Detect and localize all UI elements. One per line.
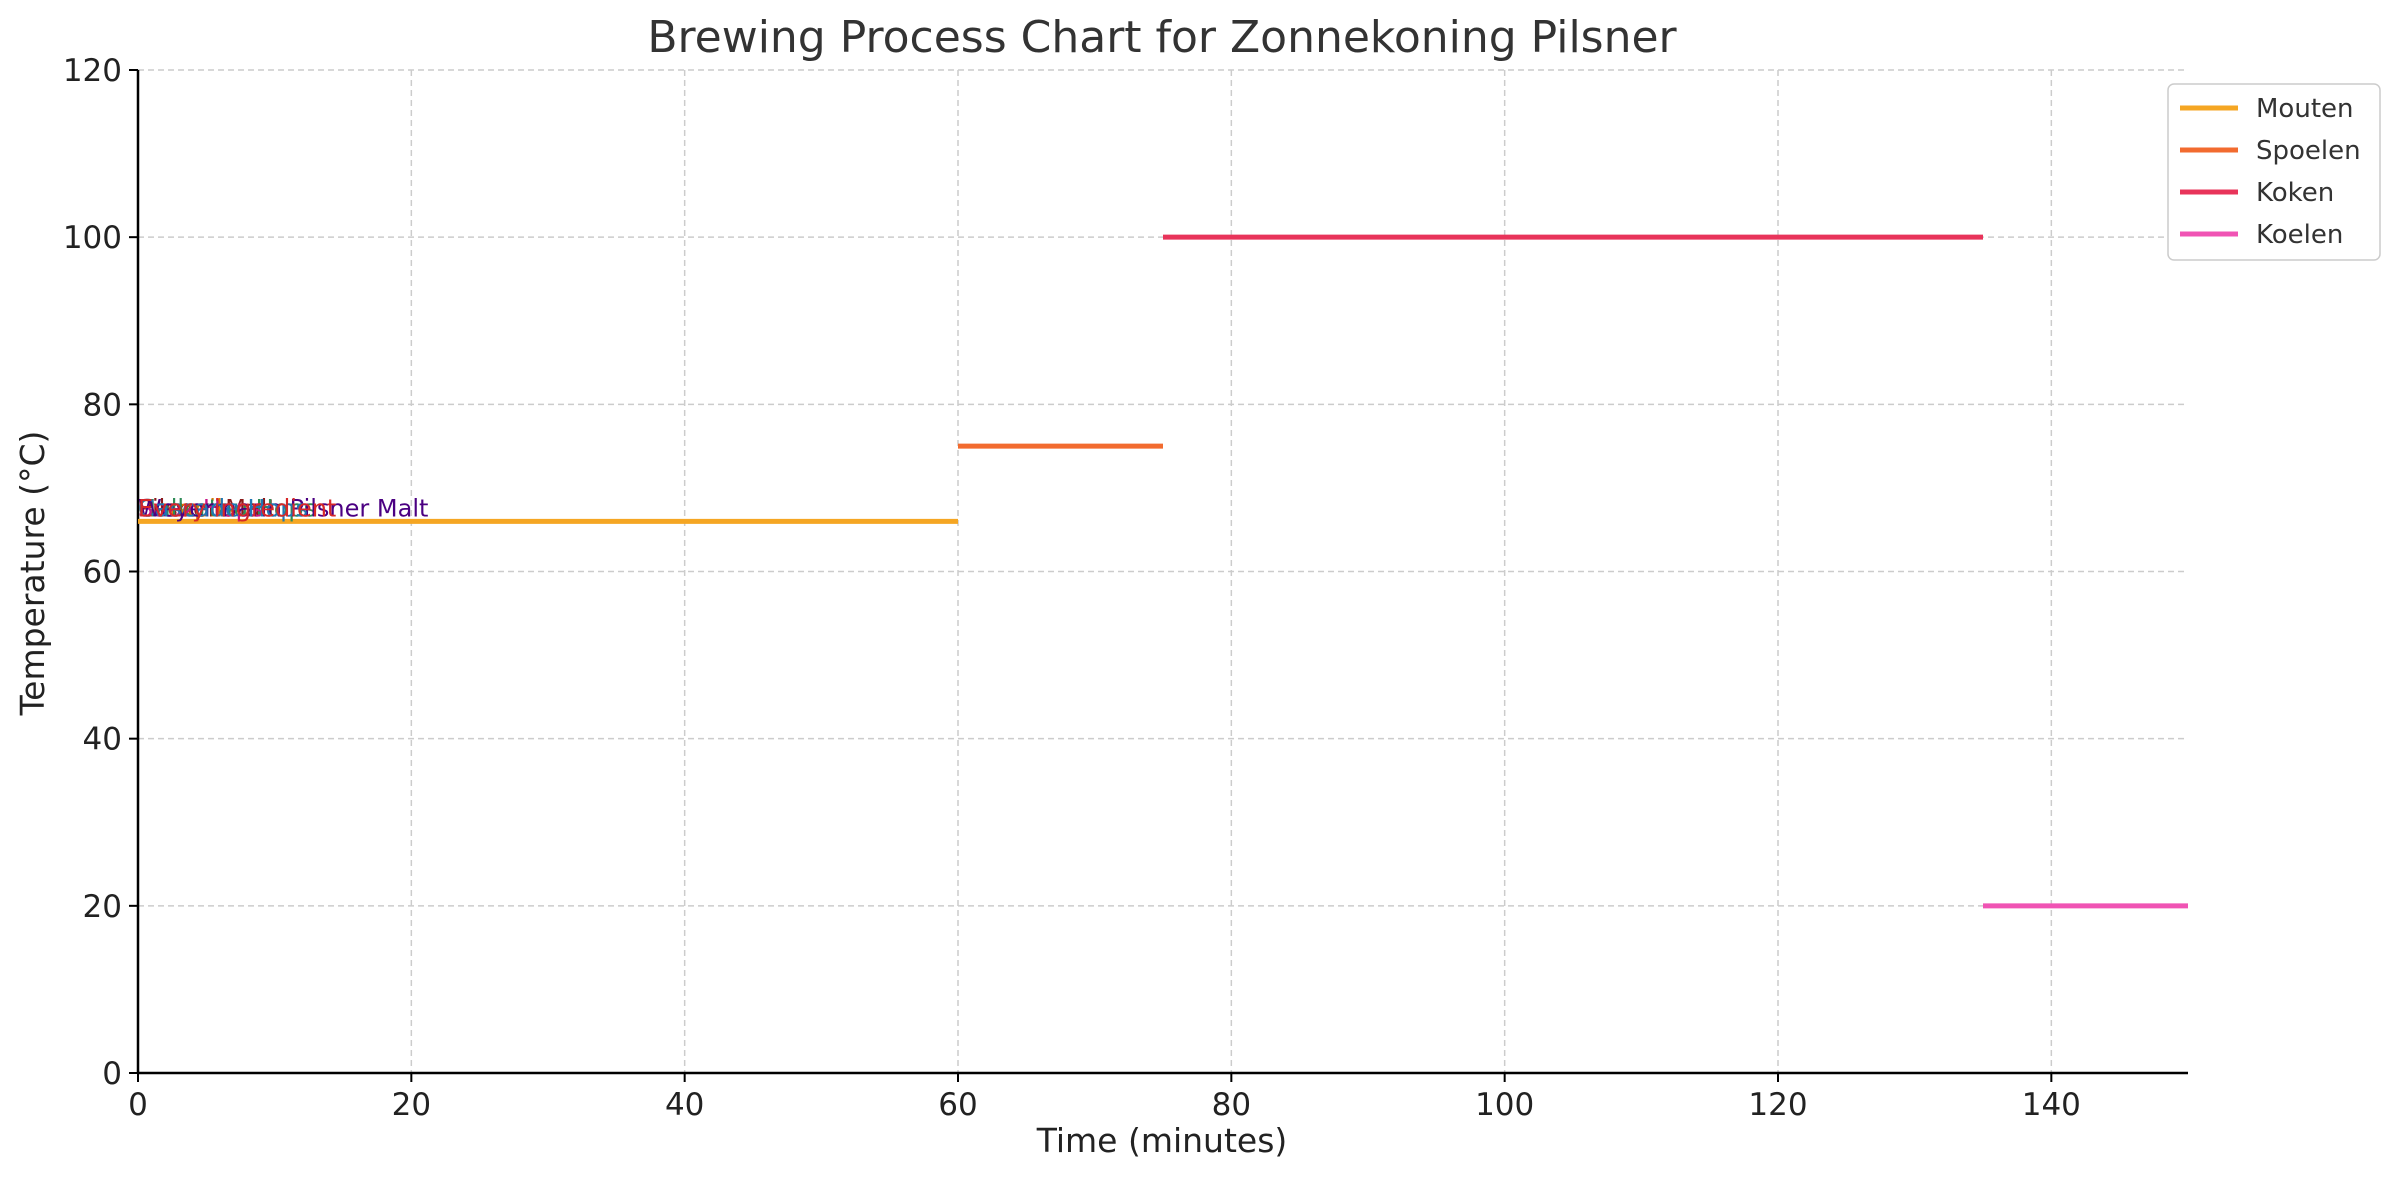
legend-box [2167, 83, 2381, 261]
data-series [138, 234, 2188, 909]
annotation-label: Every ingredient [138, 494, 336, 522]
chart-title: Brewing Process Chart for Zonnekoning Pi… [647, 12, 1677, 63]
legend-label: Spoelen [2256, 136, 2361, 166]
grid-lines [138, 69, 2188, 1073]
x-tick-label: 100 [1475, 1087, 1534, 1123]
x-tick-label: 20 [392, 1087, 431, 1123]
y-tick-label: 100 [63, 220, 122, 256]
annotation-label: Carapils [138, 494, 235, 522]
legend-label: Mouten [2256, 94, 2354, 124]
legend-label: Koken [2256, 178, 2334, 208]
annotation-label: Hallertau Hops [138, 494, 316, 522]
y-tick-label: 80 [83, 387, 122, 423]
legend: Mouten Spoelen Koken Koelen [2167, 83, 2381, 261]
legend-label: Koelen [2256, 220, 2343, 250]
y-tick-label: 20 [83, 889, 122, 925]
y-axis-label: Temperature (°C) [13, 431, 52, 717]
x-tick-label: 120 [1748, 1087, 1807, 1123]
y-tick-label: 40 [83, 722, 122, 758]
annotation-label: Pilsner Malt [138, 494, 277, 522]
x-tick-label: 40 [665, 1087, 704, 1123]
x-tick-label: 0 [128, 1087, 148, 1123]
tick-labels: 0 20 40 60 80 100 120 140 0 20 40 60 80 100 120 [63, 53, 2081, 1123]
x-tick-label: 60 [938, 1087, 977, 1123]
annotation-label: Weyermann Pilsner Malt [138, 494, 428, 522]
annotation-label: Cascade Hops [138, 494, 308, 522]
y-tick-label: 120 [63, 53, 122, 89]
annotation-label: Saaz Hops [138, 494, 263, 522]
axes [129, 69, 2188, 1082]
y-tick-label: 0 [102, 1056, 122, 1092]
x-axis-label: Time (minutes) [1036, 1121, 1288, 1160]
x-tick-label: 140 [2022, 1087, 2081, 1123]
y-tick-label: 60 [83, 555, 122, 591]
x-tick-label: 80 [1212, 1087, 1251, 1123]
